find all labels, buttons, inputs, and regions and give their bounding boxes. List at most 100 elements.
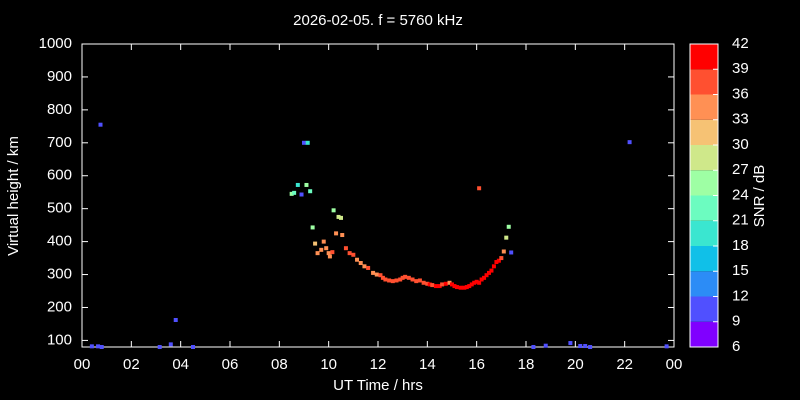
y-tick-label: 300 <box>47 266 72 283</box>
x-tick-label: 08 <box>271 356 288 373</box>
point <box>295 182 300 187</box>
point <box>191 345 195 349</box>
point <box>299 192 304 197</box>
colorbar-band <box>690 220 718 246</box>
point <box>447 280 452 285</box>
point <box>496 258 501 263</box>
point <box>406 275 411 280</box>
y-tick-label: 800 <box>47 101 72 118</box>
point <box>378 273 383 278</box>
point <box>543 343 548 348</box>
y-tick-label: 500 <box>47 200 72 217</box>
point <box>98 122 103 127</box>
point <box>383 277 388 282</box>
colorbar-tick-label: 42 <box>732 35 749 52</box>
x-tick-label: 20 <box>567 356 584 373</box>
colorbar-band <box>690 321 718 347</box>
x-tick-label: 22 <box>616 356 633 373</box>
point <box>427 282 432 287</box>
point <box>504 235 509 240</box>
point <box>327 254 332 259</box>
point <box>173 317 178 322</box>
point <box>387 278 392 283</box>
point <box>467 284 472 289</box>
point <box>305 140 310 145</box>
x-tick-label: 02 <box>123 356 140 373</box>
colorbar-band <box>690 296 718 322</box>
colorbar-tick-label: 30 <box>732 136 749 153</box>
colorbar-tick-label: 39 <box>732 60 749 77</box>
colorbar-tick-label: 9 <box>732 313 740 330</box>
colorbar-band <box>690 119 718 145</box>
x-tick-label: 16 <box>468 356 485 373</box>
point <box>315 251 320 256</box>
x-tick-label: 12 <box>370 356 387 373</box>
point <box>583 344 588 349</box>
point <box>289 191 294 196</box>
point <box>454 285 459 290</box>
colorbar-label: SNR / dB <box>751 165 768 228</box>
point <box>310 225 315 230</box>
point <box>501 249 506 254</box>
point <box>99 345 104 349</box>
point <box>469 282 474 287</box>
point <box>157 345 162 349</box>
point <box>414 279 419 284</box>
x-tick-label: 00 <box>74 356 91 373</box>
point <box>398 277 403 282</box>
point <box>487 270 491 275</box>
point <box>400 275 405 280</box>
x-tick-label: 18 <box>518 356 535 373</box>
colorbar-band <box>690 94 718 120</box>
point <box>326 251 331 256</box>
point <box>437 284 442 289</box>
point <box>494 260 499 265</box>
point <box>336 214 341 219</box>
point <box>380 275 385 280</box>
point <box>308 189 313 194</box>
colorbar-tick-label: 12 <box>732 287 749 304</box>
colorbar-band <box>690 69 718 95</box>
point <box>371 270 376 275</box>
point <box>440 282 445 287</box>
colorbar-tick-label: 18 <box>732 237 749 254</box>
point <box>491 264 496 269</box>
chart-title: 2026-02-05. f = 5760 kHz <box>293 12 463 29</box>
colorbar-tick-label: 24 <box>732 186 749 203</box>
point <box>499 256 504 261</box>
point <box>358 261 363 266</box>
point <box>568 341 573 346</box>
point <box>664 344 669 349</box>
point <box>506 224 511 229</box>
colorbar-tick-label: 21 <box>732 212 749 229</box>
y-tick-label: 900 <box>47 68 72 85</box>
y-tick-label: 200 <box>47 298 72 315</box>
point <box>421 280 426 285</box>
point <box>89 344 94 349</box>
x-tick-label: 10 <box>320 356 337 373</box>
point <box>479 277 484 282</box>
point <box>430 283 435 288</box>
y-tick-label: 400 <box>47 233 72 250</box>
point <box>509 250 514 255</box>
point <box>477 186 482 191</box>
y-tick-label: 700 <box>47 134 72 151</box>
point <box>340 233 345 238</box>
colorbar-band <box>690 145 718 171</box>
colorbar-tick-label: 15 <box>732 262 749 279</box>
point <box>484 273 489 278</box>
colorbar-band <box>690 44 718 70</box>
point <box>366 265 371 270</box>
colorbar-tick-label: 33 <box>732 111 749 128</box>
x-tick-label: 00 <box>666 356 683 373</box>
y-tick-label: 1000 <box>39 35 72 52</box>
point <box>458 285 463 290</box>
colorbar-tick-label: 6 <box>732 338 740 355</box>
colorbar-band <box>690 246 718 272</box>
point <box>96 344 101 349</box>
point <box>324 246 329 251</box>
point <box>417 278 422 283</box>
point <box>627 140 632 145</box>
